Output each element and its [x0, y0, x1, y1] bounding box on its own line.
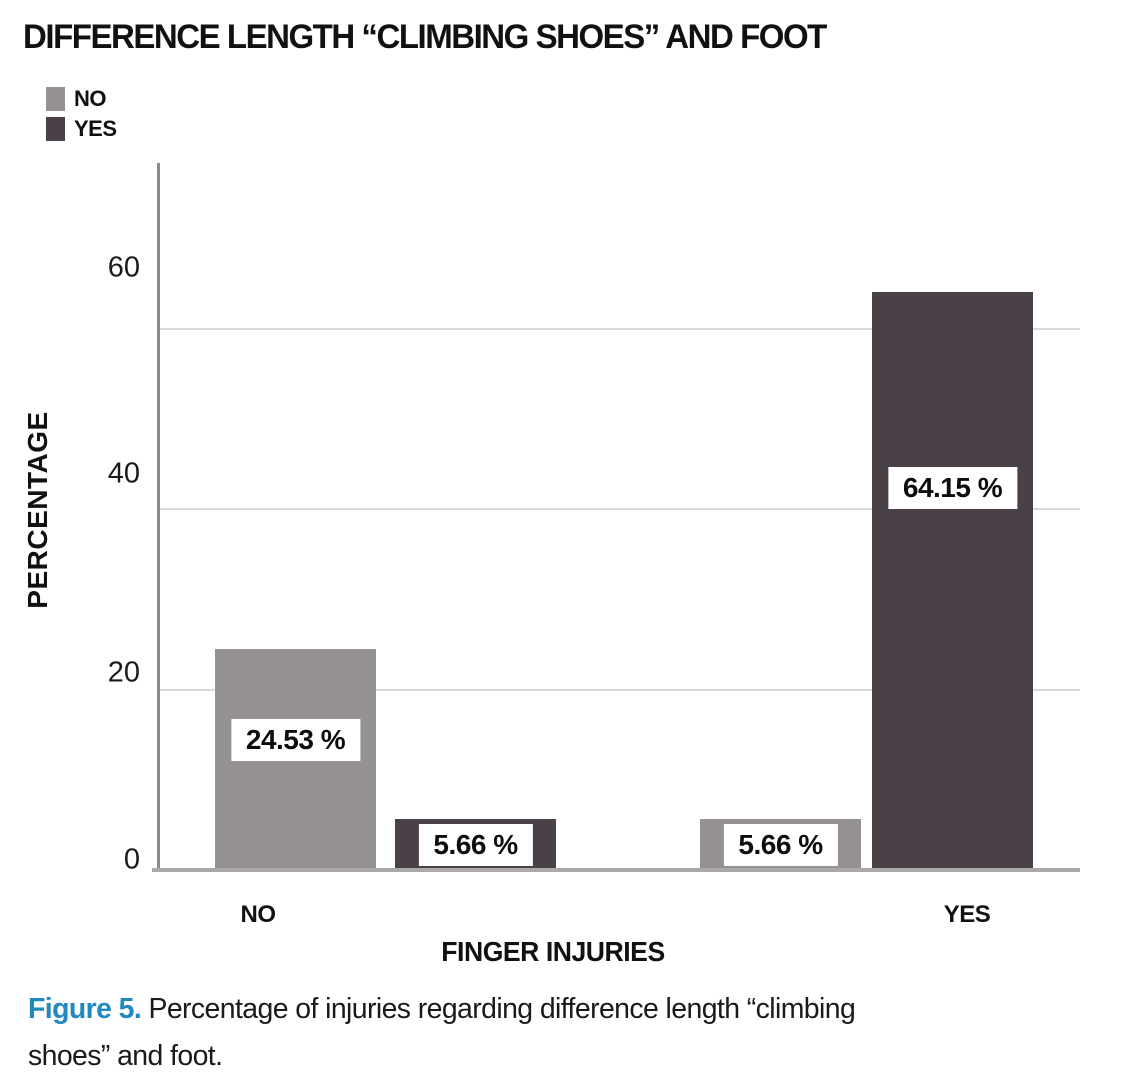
x-axis-line	[152, 868, 1080, 872]
figure-caption-line1: Percentage of injuries regarding differe…	[141, 993, 856, 1025]
legend-item-no: NO	[46, 84, 117, 114]
chart-title: DIFFERENCE LENGTH “CLIMBING SHOES” AND F…	[23, 18, 827, 56]
legend: NO YES	[46, 84, 117, 144]
y-tick-label-60: 60	[107, 251, 140, 284]
gridline-60	[158, 327, 1080, 330]
legend-label-yes: YES	[74, 116, 117, 141]
legend-item-yes: YES	[46, 114, 117, 144]
legend-swatch-no-icon	[46, 87, 65, 111]
figure-caption-line2: shoes” and foot.	[28, 1040, 223, 1072]
bar-value-label-no-no: 24.53 %	[230, 719, 361, 761]
x-category-label-no: NO	[240, 901, 277, 928]
y-axis-title: PERCENTAGE	[22, 411, 53, 609]
bar-value-label-yes-yes: 64.15 %	[887, 467, 1018, 509]
gridline-40	[158, 508, 1080, 511]
figure-caption: Figure 5. Percentage of injuries regardi…	[28, 986, 1086, 1080]
y-tick-label-20: 20	[107, 656, 140, 689]
x-category-label-yes: YES	[943, 901, 991, 928]
bar-value-label-no-yes: 5.66 %	[418, 824, 533, 866]
legend-label-no: NO	[74, 86, 107, 111]
gridline-20	[158, 688, 1080, 691]
y-tick-label-0: 0	[123, 843, 140, 876]
figure-caption-label: Figure 5.	[28, 993, 142, 1025]
x-axis-title: FINGER INJURIES	[441, 936, 665, 967]
y-axis-line	[157, 163, 160, 872]
y-tick-label-40: 40	[107, 457, 140, 490]
legend-swatch-yes-icon	[46, 117, 65, 141]
bar-yes-yes	[872, 291, 1033, 870]
bar-value-label-yes-no: 5.66 %	[723, 824, 838, 866]
